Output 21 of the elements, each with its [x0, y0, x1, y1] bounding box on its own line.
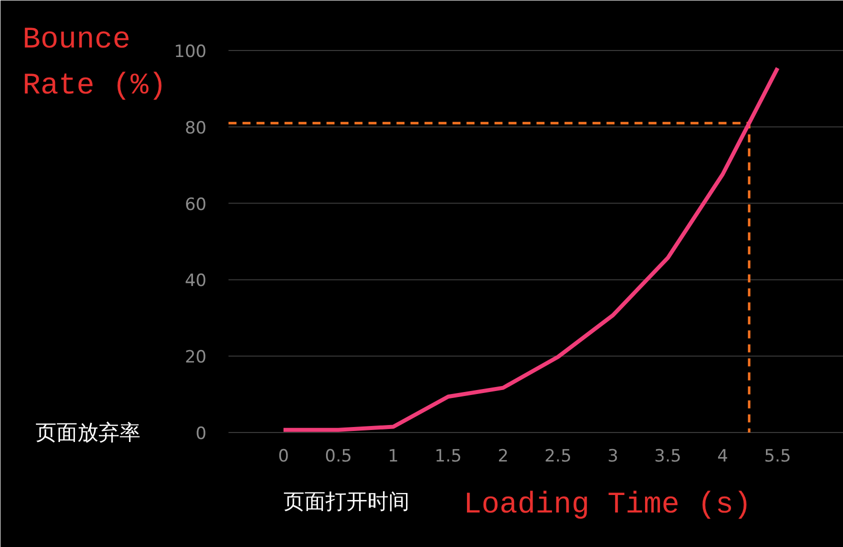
line-series [282, 66, 780, 432]
y-axis-title: Bounce Rate (%) [22, 24, 167, 104]
y-tick-label: 20 [184, 348, 207, 368]
x-tick-label: 3.5 [654, 446, 682, 466]
x-tick-label: 1.5 [434, 446, 462, 466]
x-tick-label: 5.5 [764, 446, 792, 466]
x-tick-label: 1 [388, 446, 399, 466]
text: 页面打开时间 [284, 490, 410, 514]
x-axis-title: Loading Time (s) [464, 488, 752, 522]
y-tick-label: 80 [184, 118, 207, 138]
y-tick-label: 100 [174, 42, 207, 62]
x-tick-label: 4 [717, 446, 728, 466]
text: 页面放弃率 [36, 420, 140, 444]
y-tick-label: 60 [184, 194, 207, 215]
x-tick-label: 2.5 [544, 446, 572, 466]
x-tick-label: 3 [607, 446, 618, 466]
x-tick-label: 2 [498, 446, 509, 466]
y-tick-label: 0 [196, 424, 207, 444]
y-tick-label: 40 [184, 271, 207, 292]
x-tick-label: 0.5 [324, 446, 352, 466]
x-tick-label: 0 [278, 446, 289, 466]
